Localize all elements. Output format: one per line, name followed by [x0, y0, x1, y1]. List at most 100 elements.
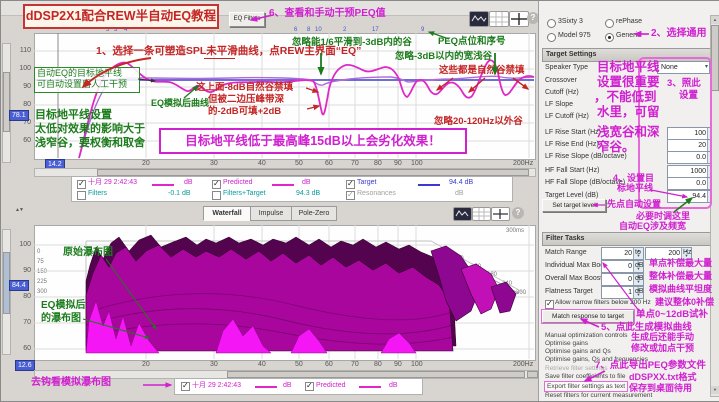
legend-checkbox-resonances[interactable] [346, 190, 355, 200]
waterfall-grid-icon[interactable] [472, 207, 491, 221]
wf-z-left-tick: 75 [37, 259, 44, 265]
match-range-to-stepper[interactable]: 200 ▲ ▼ [645, 247, 692, 260]
wf-y-tick: 90 [23, 267, 31, 274]
menu-retrieve-filter-settings[interactable]: Retrieve filter settings [545, 365, 608, 372]
menu-optimise-gains[interactable]: Optimise gains [545, 340, 588, 347]
grid-layout-icon[interactable] [489, 11, 509, 27]
individual-max-boost-unit: dB [635, 262, 644, 269]
match-range-from-stepper[interactable]: 20 ▲ ▼ [601, 247, 644, 260]
waterfall-thumbnail-icon[interactable] [453, 207, 472, 221]
radio-model975[interactable] [547, 33, 556, 42]
tutorial-title-banner: dDSP2X1配合REW半自动EQ教程 [23, 4, 219, 29]
waterfall-vertical-scrollbar[interactable] [2, 229, 11, 355]
target-settings-title: Target Settings [546, 51, 597, 58]
eq-filters-button[interactable]: EQ Filters [229, 12, 265, 27]
wf-legend-checkbox-measurement[interactable] [181, 381, 190, 391]
annotation-above8-line2: 但被二边压峰带深 [208, 94, 285, 105]
wf-legend-label-measurement: 十月 29 2:42:43 [192, 382, 242, 389]
overall-max-boost-unit: dB [635, 275, 644, 282]
radio-model975-label: Model 975 [558, 32, 591, 39]
graph-thumbnail-icon[interactable] [469, 11, 489, 27]
pane-splitter-handle[interactable]: ▲▼ [15, 207, 24, 213]
match-range-to-value: 200 [668, 250, 680, 257]
annotation-step4-line2: 标地平线 [617, 183, 654, 193]
annotation-original-waterfall: 原始瀑布图 [63, 247, 113, 258]
waterfall-crosshair-icon[interactable] [491, 207, 510, 221]
wf-x-tick: 80 [374, 361, 382, 368]
legend-checkbox-filters-target[interactable] [212, 191, 221, 200]
field-label-hf-fall-start: HF Fall Start (Hz) [545, 167, 600, 174]
peq-marker: 4 [124, 27, 128, 33]
legend-checkbox-filters[interactable] [77, 191, 86, 200]
match-range-to-word: to [635, 249, 641, 256]
hf-fall-start-value: 1000 [690, 168, 706, 175]
overall-max-boost-label: Overall Max Boost [545, 275, 603, 282]
measured-curve [78, 59, 535, 159]
graph-help-icon[interactable]: ? [527, 12, 539, 24]
legend-checkbox-target[interactable] [346, 179, 355, 189]
wf-surface-front-4 [380, 332, 417, 354]
annotation-warning-box: 目标地平线低于最高峰15dB以上会劣化效果！ [159, 128, 467, 154]
main-legend: 十月 29 2:42:43 dB Filters -0.1 dB Predict… [71, 176, 513, 202]
legend-value-measurement: dB [184, 179, 193, 186]
filter-tasks-header[interactable]: Filter Tasks [542, 232, 713, 246]
legend-checkbox-predicted[interactable] [212, 179, 221, 189]
legend-checkbox-measurement[interactable] [77, 179, 86, 189]
annotation-natural-valleys: 这些都是自然谷禁填 [439, 65, 525, 76]
scroll-up-icon[interactable]: ▲ [711, 16, 719, 24]
set-target-level-button[interactable]: Set target level [542, 199, 606, 212]
main-x-tick: 70 [351, 160, 359, 167]
allow-narrow-filters-checkbox[interactable] [545, 299, 554, 309]
main-graph-vertical-scrollbar[interactable] [2, 43, 11, 163]
wf-z-left-tick: 225 [37, 279, 48, 285]
field-label-hf-fall-slope: HF Fall Slope (dB/octave) [545, 179, 626, 186]
field-label-lf-slope: LF Slope [545, 101, 574, 108]
annotation-bignote-line6: 窄谷。 [597, 140, 635, 154]
wf-legend-swatch-predicted [359, 386, 381, 388]
field-label-lf-cutoff: LF Cutoff (Hz) [545, 113, 589, 120]
annotation-eq-sim-curve: EQ模拟后曲线 [151, 98, 210, 108]
menu-export-filter-settings[interactable]: Export filter settings as text [543, 381, 629, 392]
menu-save-filter-coefficients[interactable]: Save filter coefficients to file [545, 373, 626, 380]
wf-x-tick: 100 [411, 361, 423, 368]
wf-legend-value-measurement: dB [283, 382, 292, 389]
match-response-label: Match response to target [552, 313, 624, 320]
peq-marker: 9 [421, 27, 425, 33]
wf-z-left-tick: 300 [37, 289, 48, 295]
annotation-eq-waterfall-line2: 的瀑布图 [41, 313, 81, 324]
main-y-tick: 70 [23, 119, 31, 126]
tab-waterfall[interactable]: Waterfall [203, 206, 251, 221]
wf-legend-checkbox-predicted[interactable] [305, 381, 314, 391]
wf-x-tick: 90 [394, 361, 402, 368]
radio-rephase[interactable] [605, 19, 614, 28]
menu-manual-optimization[interactable]: Manual optimization controls [545, 332, 628, 339]
annotation-manual-line2: 修改或加点干预 [631, 343, 695, 353]
annotation-bignote-line2: 设置很重要 [597, 75, 660, 89]
waterfall-help-icon[interactable]: ? [512, 207, 524, 219]
annotation-overall-note: 整体补偿最大量 [649, 271, 713, 281]
peq-marker: 8 [307, 27, 311, 33]
annotation-manual-line1: 生成后还能手动 [631, 332, 695, 342]
annotation-bignote-line3: ，不能低到 [594, 90, 657, 104]
menu-optimise-gains-qs[interactable]: Optimise gains and Qs [545, 348, 611, 355]
tab-pole-zero[interactable]: Pole-Zero [291, 206, 337, 221]
annotation-step2: 2、选择通用 [651, 28, 707, 39]
annotation-narrow-note: 建议整体0补偿 [655, 297, 715, 307]
match-range-label: Match Range [545, 249, 587, 256]
scroll-down-icon[interactable]: ▼ [711, 386, 719, 394]
wf-x-tick: 60 [325, 361, 333, 368]
allow-narrow-filters-label: Allow narrow filters below 200 Hz [555, 299, 651, 306]
menu-optimise-gains-qs-freq[interactable]: Optimise gains, Qs and frequencies [545, 356, 648, 363]
annotation-ignore-range: 忽略20-120Hz以外谷 [434, 116, 523, 127]
radio-3sixty3[interactable] [547, 19, 556, 28]
flatness-target-value: 1 [628, 289, 632, 296]
annotation-bignote-line1: 目标地平线 [597, 60, 660, 74]
speaker-type-dropdown[interactable]: None ▾ [657, 61, 710, 74]
crosshair-axes-icon[interactable] [509, 11, 529, 27]
radio-generic[interactable] [605, 33, 614, 42]
menu-reset-filters[interactable]: Reset filters for current measurement [545, 392, 653, 399]
tab-impulse[interactable]: Impulse [250, 206, 292, 221]
annotation-step3-line1: 3、照此 [667, 78, 701, 89]
radio-3sixty3-label: 3Sixty 3 [558, 18, 583, 25]
